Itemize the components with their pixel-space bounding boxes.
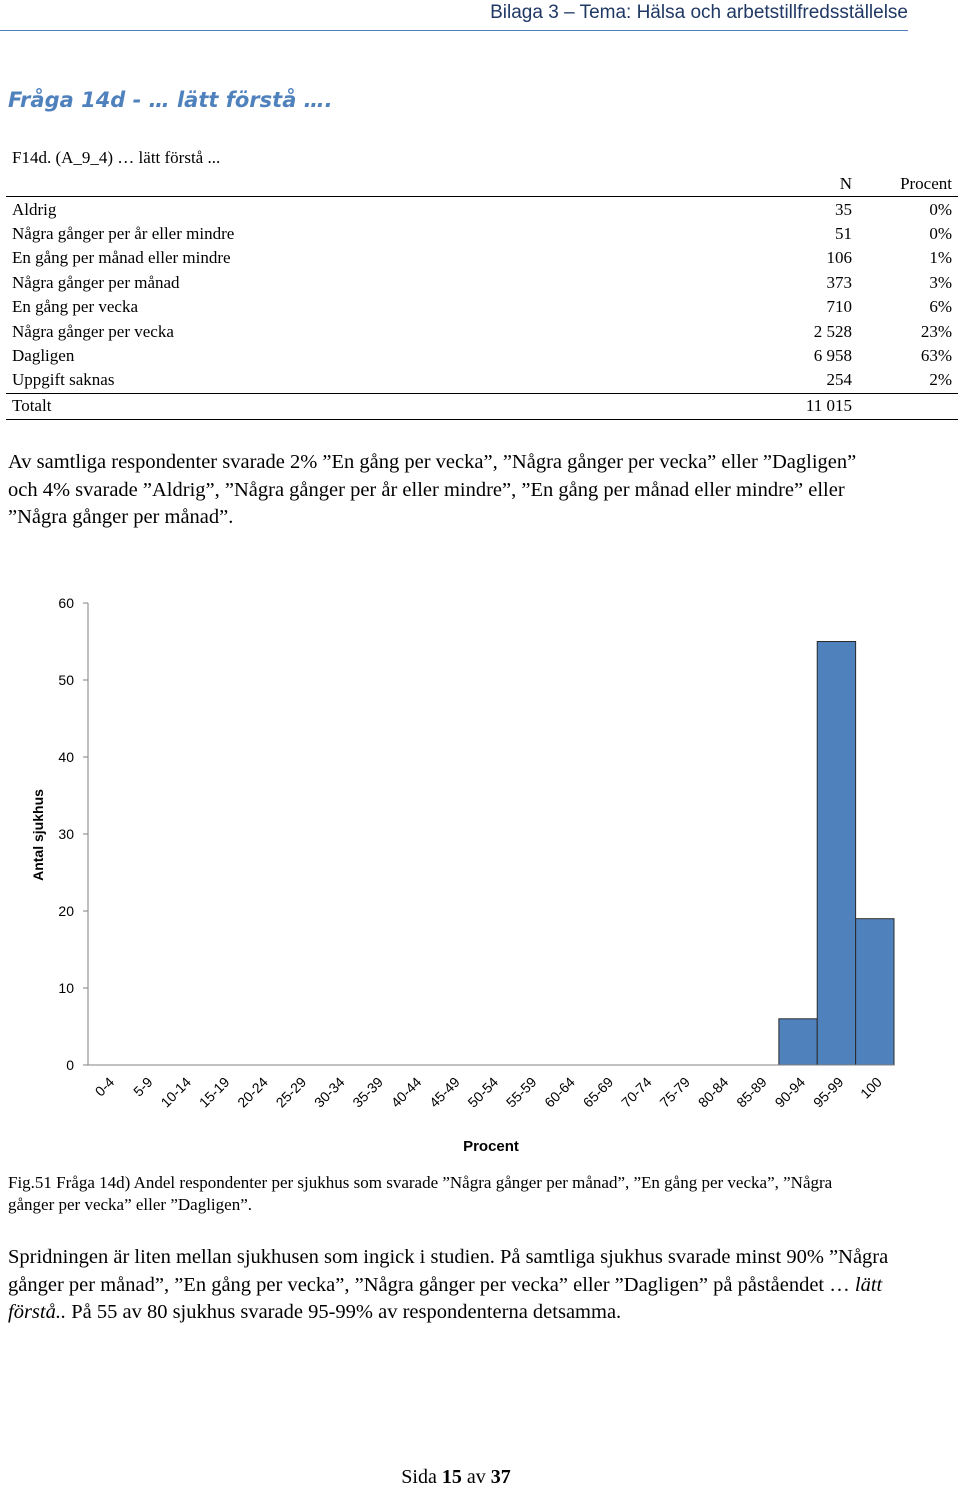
x-tick-label: 35-39 [349,1074,386,1111]
row-label: En gång per vecka [12,297,139,317]
section-heading: Fråga 14d - … lätt förstå …. [8,88,333,112]
footer-prefix: Sida [401,1466,442,1488]
y-tick-label: 30 [58,826,74,842]
table-row: Några gånger per månad 373 3% [6,271,958,295]
row-label: Dagligen [12,345,75,365]
total-label: Totalt [6,393,716,420]
summary-paragraph: Av samtliga respondenter svarade 2% ”En … [8,451,857,528]
row-percent: 0% [929,199,952,219]
footer-middle: av [461,1466,491,1488]
table-total-row: Totalt 11 015 [6,393,958,420]
bar [778,1018,818,1066]
conclusion-text-1: Spridningen är liten mellan sjukhusen so… [8,1246,889,1296]
y-axis-ticks: 0 10 20 30 40 50 60 [58,595,88,1073]
footer-page-total: 37 [490,1466,511,1488]
header-label-cell [6,172,716,198]
table-row: Uppgift saknas 254 2% [6,368,958,394]
x-tick-label: 15-19 [196,1074,233,1111]
total-n: 11 015 [716,393,858,420]
x-tick-label: 40-44 [388,1074,425,1111]
header-text: Bilaga 3 – Tema: Hälsa och arbetstillfre… [490,2,908,23]
y-axis-title: Antal sjukhus [30,789,46,881]
row-n: 6 958 [813,345,852,365]
x-tick-label: 55-59 [503,1074,540,1111]
row-percent: 3% [929,272,952,292]
row-label: Några gånger per vecka [12,321,174,341]
x-tick-label: 65-69 [580,1074,617,1111]
row-percent: 1% [929,248,952,268]
x-tick-label: 45-49 [426,1074,463,1111]
total-percent [858,393,958,420]
x-tick-label: 50-54 [464,1074,501,1111]
table-header-row: N Procent [6,172,958,198]
table-row: Några gånger per vecka 2 528 23% [6,319,958,343]
y-tick-label: 40 [58,749,74,765]
row-percent: 23% [920,321,952,341]
header-n: N [716,172,858,198]
bar [855,918,895,1066]
page-footer: Sida 15 av 37 [0,1466,912,1489]
page-header: Bilaga 3 – Tema: Hälsa och arbetstillfre… [0,0,908,31]
x-tick-label: 95-99 [810,1074,847,1111]
x-tick-label: 5-9 [130,1074,156,1100]
table-row: En gång per vecka 710 6% [6,295,958,319]
row-percent: 2% [858,368,958,394]
x-tick-label: 70-74 [618,1074,655,1111]
row-n: 51 [835,223,852,243]
row-n: 35 [835,199,852,219]
y-tick-label: 0 [66,1057,74,1073]
x-tick-label: 25-29 [273,1074,310,1111]
figure-caption: Fig.51 Fråga 14d) Andel respondenter per… [8,1173,833,1214]
x-tick-label: 90-94 [772,1074,809,1111]
bar [816,641,857,1066]
row-label: En gång per månad eller mindre [12,248,231,268]
table-row: Några gånger per år eller mindre 51 0% [6,222,958,246]
x-tick-label: 0-4 [92,1074,118,1100]
x-tick-label: 30-34 [311,1074,348,1111]
row-label: Uppgift saknas [6,368,716,394]
footer-page-number: 15 [441,1466,462,1488]
frequency-table: N Procent Aldrig 35 0% Några gånger per år… [6,172,958,420]
row-label: Några gånger per månad [12,272,180,292]
row-label: Några gånger per år eller mindre [12,223,235,243]
x-tick-label: 60-64 [541,1074,578,1111]
y-tick-label: 10 [58,980,74,996]
table-row: Aldrig 35 0% [6,197,958,222]
x-axis-tick-labels: 0-4 5-9 10-14 15-19 20-24 25-29 30-34 35-39 40-4… [92,1074,885,1111]
x-tick-label: 20-24 [234,1074,271,1111]
y-tick-label: 20 [58,903,74,919]
table-row: Dagligen 6 958 63% [6,344,958,368]
x-tick-label: 10-14 [157,1074,194,1111]
conclusion-paragraph: Spridningen är liten mellan sjukhusen so… [8,1244,928,1327]
table-title: F14d. (A_9_4) … lätt förstå ... [12,148,221,167]
table-row: En gång per månad eller mindre 106 1% [6,246,958,270]
x-tick-label: 80-84 [695,1074,732,1111]
row-percent: 6% [929,297,952,317]
row-n: 2 528 [813,321,852,341]
y-tick-label: 50 [58,672,74,688]
conclusion-italic: lätt förstå.. [8,1273,883,1324]
row-n: 106 [826,248,853,268]
x-tick-label: 100 [857,1074,885,1102]
row-percent: 0% [929,223,952,243]
bars [778,641,895,1066]
row-n: 373 [826,272,853,292]
header-percent: Procent [858,172,958,198]
bar-chart: 0 10 20 30 40 50 60 0-4 5-9 10-14 15-19 20-24 25-29… [30,595,895,1155]
row-label: Aldrig [12,199,57,219]
row-n: 710 [826,297,853,317]
x-axis-title: Procent [463,1138,519,1155]
x-tick-label: 75-79 [656,1074,693,1111]
x-tick-label: 85-89 [733,1074,770,1111]
row-n: 254 [716,368,858,394]
row-percent: 63% [920,345,952,365]
conclusion-text-2: På 55 av 80 sjukhus svarade 95-99% av re… [66,1301,622,1323]
y-tick-label: 60 [58,595,74,611]
